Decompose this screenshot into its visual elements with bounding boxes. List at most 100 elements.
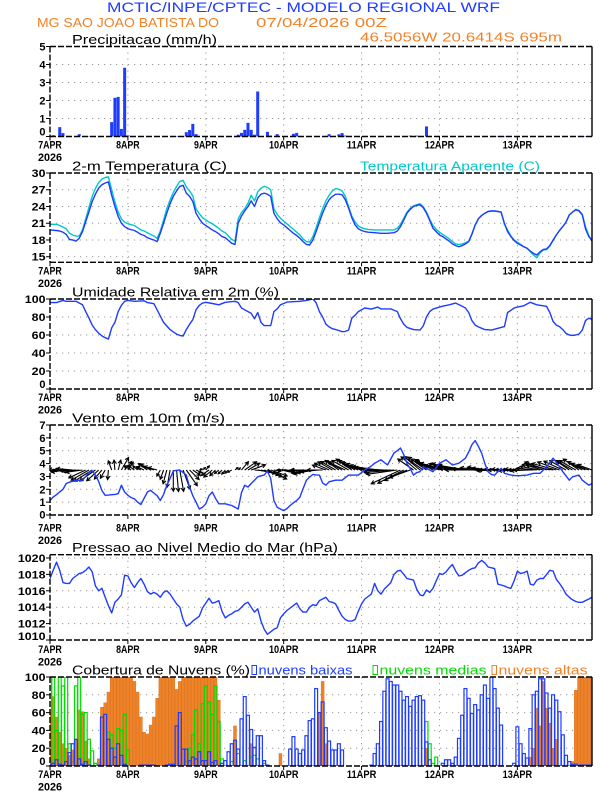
series-layer (50, 559, 592, 635)
wind-vector (221, 469, 226, 475)
x-tick-label: 13APR (503, 140, 533, 152)
wind-vector (195, 469, 203, 474)
y-tick-label: 2 (39, 484, 45, 496)
wind-vector (99, 469, 106, 480)
wind-vector (237, 467, 242, 471)
precipitation-bar (256, 91, 260, 137)
x-tick-label: 10APR (269, 392, 299, 404)
precipitation-bar (119, 128, 123, 137)
wind-vector (202, 466, 207, 471)
x-tick-label: 11APR (347, 644, 377, 656)
wind-vector (161, 469, 168, 485)
precipitation-bar (291, 133, 295, 137)
wind-vector (566, 461, 583, 471)
legend-label: nuvens baixas (259, 664, 353, 678)
low-cloud-bar (427, 759, 432, 766)
plot-frame (49, 554, 593, 641)
medium-cloud-bar (122, 713, 127, 766)
y-tick-label: 80 (32, 312, 46, 324)
wind-vector (530, 461, 557, 471)
wind-vector (313, 462, 330, 471)
y-tick-label: 1010 (18, 631, 46, 643)
wind-vector (370, 469, 401, 485)
precipitation-bar (110, 122, 114, 137)
high-cloud-bar (158, 677, 163, 766)
y-tick-label: 7 (39, 420, 45, 432)
wind-vector (185, 469, 198, 487)
precipitation-bar (246, 122, 250, 137)
high-cloud-bar (135, 691, 140, 766)
wind-vector (170, 470, 176, 493)
y-tick-label: 27 (32, 185, 46, 197)
x-year-label: 2026 (38, 405, 62, 417)
wind-vector (396, 458, 414, 471)
x-tick-label: 13APR (503, 769, 533, 781)
wind-vector (223, 469, 229, 474)
precipitation-bar (58, 127, 62, 137)
x-tick-label: 8APR (116, 769, 140, 781)
y-tick-label: 0 (39, 756, 45, 768)
precipitation-bar (415, 135, 419, 137)
x-tick-label: 7APR (38, 265, 62, 277)
precipitation-bar (77, 134, 81, 137)
wind-vector (251, 463, 267, 471)
low-cloud-bar (206, 751, 212, 766)
grid (50, 173, 592, 263)
wind-vector (241, 460, 250, 471)
x-tick-label: 11APR (347, 140, 377, 152)
x-tick-label: 9APR (194, 392, 218, 404)
x-tick-label: 10APR (269, 522, 299, 534)
plot-frame (49, 424, 593, 516)
x-tick-label: 10APR (269, 140, 299, 152)
precipitation-bar (295, 132, 299, 137)
precipitation-bar (252, 134, 256, 137)
y-tick-label: 21 (32, 218, 46, 230)
wind-vector (247, 462, 261, 471)
precipitation-bar (584, 136, 588, 137)
precipitation-bar (239, 132, 243, 137)
wind-vector (524, 463, 554, 471)
plot-frame (49, 676, 593, 767)
plot-frame (49, 45, 593, 138)
panel-title: Umidade Relativa em 2m (%) (72, 286, 279, 300)
y-tick-label: 30 (32, 168, 46, 180)
y-tick-label: 24 (32, 202, 47, 214)
wind-vector (213, 469, 220, 475)
x-year-label: 2026 (38, 152, 62, 164)
wind-vector (122, 465, 132, 471)
y-tick-label: 3 (39, 471, 45, 483)
precipitation-bar (113, 97, 117, 137)
wind-vector (270, 469, 289, 478)
x-tick-label: 7APR (38, 140, 62, 152)
high-cloud-bar (577, 677, 581, 766)
temperature-panel: 15 18 21 24 27 30 7APR 8APR 9APR 10APR 11APR 12APR 1… (32, 160, 593, 290)
wind-vector (202, 469, 213, 478)
wind-vector (388, 469, 411, 479)
y-tick-label: 4 (39, 60, 46, 72)
header-title: MCTIC/INPE/CPTEC - MODELO REGIONAL WRF (107, 0, 500, 15)
high-cloud-bar (590, 677, 592, 766)
x-tick-label: 7APR (38, 392, 62, 404)
precipitation-bar (343, 135, 347, 137)
high-cloud-bar (168, 677, 172, 766)
wind-vector (558, 460, 577, 471)
header-coordinates: 46.5056W 20.6414S 695m (360, 31, 562, 45)
wind-vector (536, 460, 560, 471)
high-cloud-bar (109, 677, 114, 766)
x-tick-label: 12APR (425, 644, 455, 656)
x-tick-label: 11APR (347, 265, 377, 277)
wind-vector (61, 468, 80, 474)
x-tick-label: 8APR (116, 140, 140, 152)
wind-vector (515, 466, 537, 471)
x-year-label: 2026 (38, 782, 62, 792)
x-tick-label: 12APR (425, 392, 455, 404)
low-cloud-bar (54, 759, 59, 766)
x-tick-label: 7APR (38, 644, 62, 656)
high-cloud-bar (139, 716, 143, 766)
y-tick-label: 40 (32, 725, 46, 737)
y-tick-label: 15 (32, 252, 46, 264)
legend-swatch (372, 665, 378, 675)
wind-vector (226, 469, 232, 473)
cloud-cover-panel: 020 40 60 80 100 7APR 8APR 9APR 10APR 11APR 12APR 1… (25, 664, 593, 792)
